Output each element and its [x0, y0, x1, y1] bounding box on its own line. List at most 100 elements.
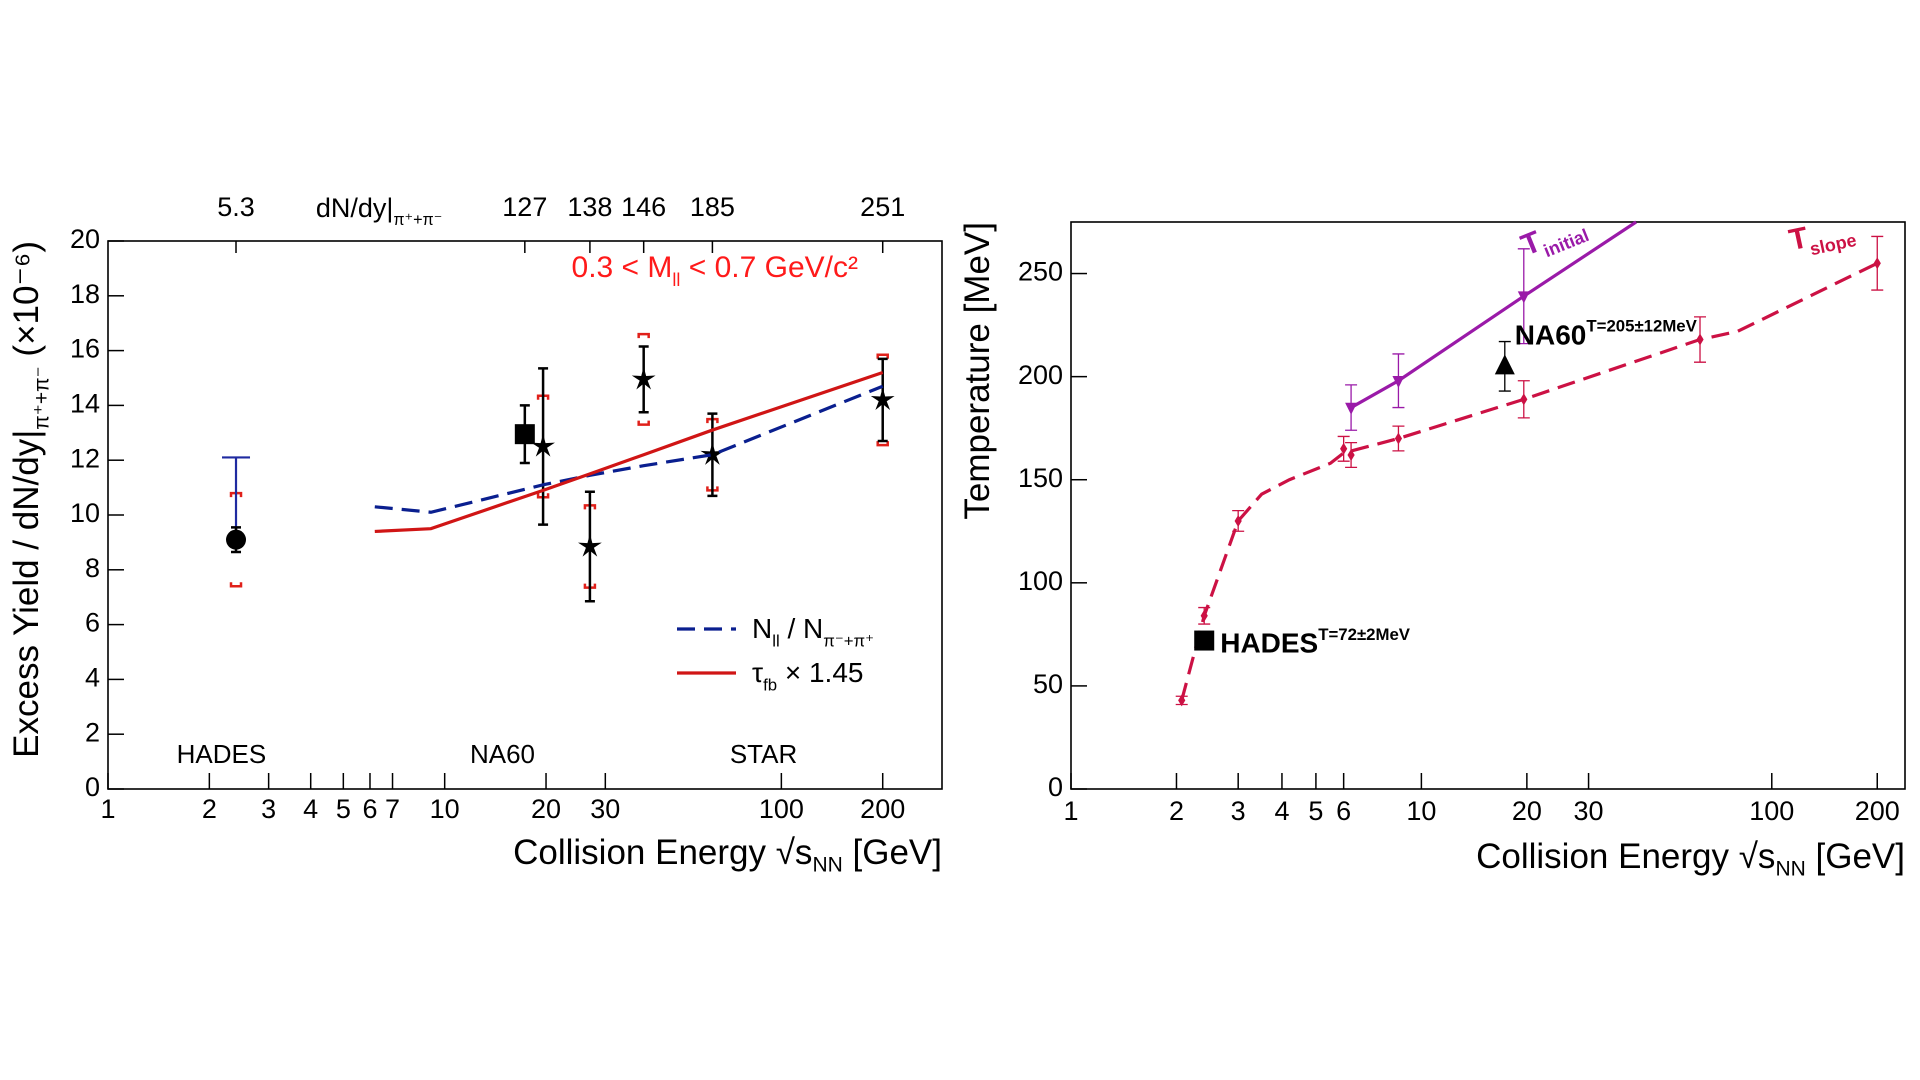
series-label: Tslope: [1786, 211, 1858, 263]
legend-label-part: × 1.45: [777, 657, 863, 688]
y-axis-label-part: π⁺+π⁻: [31, 366, 54, 429]
y-tick-label: 150: [1018, 463, 1063, 493]
y-tick-label: 100: [1018, 566, 1063, 596]
point-label-part: NA60: [1515, 319, 1587, 350]
legend-label-part: N: [752, 613, 772, 644]
legend-label-part: fb: [763, 675, 777, 694]
y-axis-label: Temperature [MeV]: [958, 222, 997, 520]
x-axis-label-part: Collision Energy √s: [513, 833, 812, 872]
x-tick-label: 6: [362, 794, 377, 824]
legend-label: Nll / Nπ⁻+π⁺: [752, 613, 874, 650]
x-tick-label: 4: [1274, 796, 1289, 826]
y-tick-label: 10: [70, 498, 100, 528]
systematic-bracket: [876, 441, 889, 447]
x-tick-label: 200: [1855, 796, 1900, 826]
y-tick-label: 2: [85, 717, 100, 747]
marker: [578, 534, 602, 557]
marker: [1200, 609, 1208, 622]
point-label-part: T=205±12MeV: [1586, 317, 1697, 336]
marker: [514, 424, 535, 445]
y-tick-label: 6: [85, 608, 100, 638]
group-label: NA60: [470, 739, 535, 769]
legend-label-part: π⁻+π⁺: [823, 631, 874, 650]
legend-label-part: ll: [772, 631, 779, 650]
x-tick-label: 100: [759, 794, 804, 824]
x-tick-label: 5: [1308, 796, 1323, 826]
y-tick-label: 18: [70, 279, 100, 309]
x-axis-label-part: NN: [812, 853, 842, 876]
series-line: [374, 384, 884, 514]
y-axis-label-part: (×10⁻⁶): [7, 241, 46, 366]
point-label: HADEST=72±2MeV: [1220, 625, 1411, 659]
x-tick-label: 6: [1336, 796, 1351, 826]
marker: [1178, 694, 1186, 707]
x-axis-label-part: Collision Energy √s: [1476, 837, 1775, 876]
x-tick-label: 4: [303, 794, 318, 824]
upper-error-bar: [222, 456, 251, 540]
annotation: 0.3 < Mll < 0.7 GeV/c²: [572, 251, 858, 290]
x-axis-label: Collision Energy √sNN [GeV]: [1476, 837, 1905, 880]
annotation-part: 0.3 < M: [572, 251, 673, 284]
legend-label: τfb × 1.45: [752, 657, 863, 694]
y-tick-label: 14: [70, 389, 100, 419]
x-axis-label-part: NN: [1775, 857, 1805, 880]
x-axis-label-part: [GeV]: [843, 833, 942, 872]
legend-label-part: τ: [752, 657, 763, 688]
marker: [631, 366, 656, 390]
annotation-part: < 0.7 GeV/c²: [680, 251, 858, 284]
x-tick-label: 200: [860, 794, 905, 824]
group-label: STAR: [730, 739, 797, 769]
x-tick-label: 7: [385, 794, 400, 824]
marker: [531, 434, 555, 457]
x2-tick-label: 251: [860, 192, 905, 222]
x-tick-label: 20: [1512, 796, 1542, 826]
legend-label-part: / N: [780, 613, 824, 644]
marker: [1394, 432, 1403, 445]
x-tick-label: 2: [1169, 796, 1184, 826]
x-axis-label: Collision Energy √sNN [GeV]: [513, 833, 942, 876]
chart-panel: 0 50 100 150 200 250 1 2 3 4 5 6 10 20 30 100 200 Collisi…: [958, 211, 1906, 880]
x2-axis-label-part: dN/dy|: [316, 193, 394, 223]
marker: [1347, 448, 1355, 461]
x-tick-label: 10: [430, 794, 460, 824]
x2-tick-label: 5.3: [217, 192, 255, 222]
y-tick-label: 12: [70, 443, 100, 473]
x-tick-label: 3: [1231, 796, 1246, 826]
marker: [1520, 393, 1528, 406]
series-label-part: slope: [1808, 230, 1858, 259]
x2-axis-label-part: π⁺+π⁻: [393, 211, 442, 229]
marker: [870, 387, 895, 411]
marker: [1340, 442, 1348, 455]
x2-tick-label: 185: [690, 192, 735, 222]
x-tick-label: 1: [1063, 796, 1078, 826]
x-tick-label: 30: [1574, 796, 1604, 826]
x-tick-label: 100: [1749, 796, 1794, 826]
group-label: HADES: [177, 739, 267, 769]
x-tick-label: 20: [531, 794, 561, 824]
y-tick-label: 200: [1018, 360, 1063, 390]
y-axis-label: Excess Yield / dN/dy|π⁺+π⁻ (×10⁻⁶): [7, 241, 54, 758]
marker: [1696, 333, 1704, 346]
point-label-part: HADES: [1220, 628, 1318, 659]
x-tick-label: 30: [590, 794, 620, 824]
systematic-bracket: [229, 582, 243, 588]
marker: [1494, 354, 1515, 375]
x2-axis-label: dN/dy|π⁺+π⁻: [316, 193, 442, 229]
marker: [1392, 375, 1405, 388]
plot-frame: [107, 240, 943, 790]
marker: [1873, 257, 1881, 270]
systematic-bracket: [876, 353, 889, 359]
annotation-part: ll: [672, 270, 680, 290]
y-axis-label-part: Excess Yield / dN/dy|: [7, 430, 46, 758]
y-tick-label: 20: [70, 224, 100, 254]
x2-tick-label: 138: [567, 192, 612, 222]
marker: [700, 442, 725, 465]
marker: [1194, 630, 1215, 651]
systematic-bracket: [637, 420, 650, 426]
marker: [1517, 291, 1530, 304]
plot-frame: [1070, 221, 1906, 790]
x-tick-label: 5: [336, 794, 351, 824]
y-tick-label: 250: [1018, 257, 1063, 287]
